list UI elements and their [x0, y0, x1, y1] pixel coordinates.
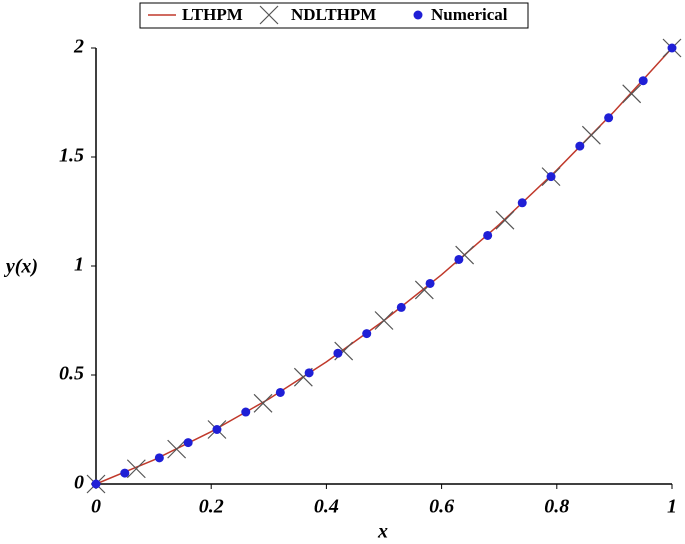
legend-dot: [413, 10, 423, 20]
x-tick-label: 1: [667, 496, 677, 518]
cross-marker: [495, 210, 515, 230]
dot-marker: [275, 387, 285, 397]
x-tick-label: 0: [91, 496, 101, 518]
x-axis-label: x: [377, 521, 388, 543]
y-tick-label: 0.5: [59, 363, 84, 385]
y-tick-label: 0: [74, 472, 84, 494]
x-tick-label: 0.6: [429, 496, 454, 518]
dot-marker: [183, 438, 193, 448]
legend-cross: [259, 5, 279, 25]
dot-marker: [483, 230, 493, 240]
dot-marker: [91, 479, 101, 489]
x-tick-label: 0.2: [199, 496, 224, 518]
dot-marker: [212, 425, 222, 434]
dot-marker: [425, 278, 435, 288]
dot-marker: [396, 302, 406, 312]
y-tick-label: 1.5: [59, 145, 84, 167]
x-tick-label: 0.4: [314, 496, 339, 518]
dot-marker: [304, 368, 314, 378]
dot-marker: [241, 407, 251, 417]
series-line: [95, 47, 673, 485]
legend-label: LTHPM: [182, 5, 243, 24]
cross-marker: [253, 393, 273, 413]
y-tick-label: 1: [74, 254, 84, 276]
y-axis-label: y(x): [4, 256, 38, 278]
dot-marker: [154, 453, 164, 463]
dot-marker: [604, 113, 614, 123]
legend-box: [139, 2, 529, 29]
dot-marker: [120, 468, 130, 478]
cross-marker: [622, 84, 642, 104]
dot-marker: [454, 254, 464, 264]
cross-marker: [126, 459, 146, 479]
dot-marker: [362, 329, 372, 339]
dot-marker: [517, 198, 527, 208]
dot-marker: [546, 172, 556, 182]
y-tick-label: 2: [73, 36, 84, 58]
legend-label: Numerical: [431, 5, 508, 24]
cross-marker: [167, 439, 187, 459]
dot-marker: [575, 141, 585, 151]
x-tick-label: 0.8: [544, 496, 569, 518]
cross-marker: [581, 125, 601, 145]
legend-label: NDLTHPM: [291, 5, 376, 24]
dot-marker: [333, 348, 343, 358]
dot-marker: [638, 76, 648, 86]
cross-marker: [374, 311, 394, 330]
dot-marker: [667, 43, 677, 53]
